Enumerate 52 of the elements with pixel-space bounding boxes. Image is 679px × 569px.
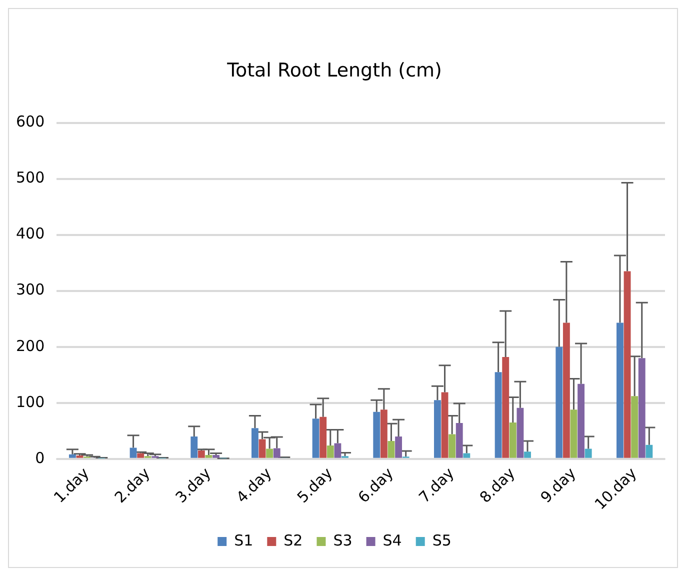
bar [448, 434, 456, 458]
bar [509, 422, 516, 458]
legend-label: S5 [432, 531, 452, 550]
bar [584, 448, 592, 458]
bar [320, 416, 327, 458]
bar [494, 372, 502, 458]
bar [205, 454, 212, 458]
bar [456, 423, 463, 458]
bar [266, 448, 274, 458]
bar [524, 452, 531, 458]
bar [434, 400, 441, 458]
y-tick-label: 400 [16, 224, 45, 243]
bar [562, 322, 570, 458]
legend-label: S1 [234, 531, 254, 550]
bar [395, 436, 402, 458]
bar [258, 439, 266, 458]
bar [463, 453, 470, 458]
legend-label: S2 [284, 531, 303, 550]
y-tick-label: 600 [16, 112, 45, 131]
bar [502, 356, 510, 458]
bar [578, 384, 585, 458]
bar [570, 410, 578, 458]
bar [212, 454, 220, 458]
y-tick-label: 100 [16, 392, 45, 411]
bar [273, 448, 280, 458]
bar [638, 358, 646, 458]
bar [334, 443, 342, 458]
bar [326, 445, 334, 458]
y-tick-label: 500 [16, 168, 45, 187]
bar [312, 418, 320, 458]
bar [646, 444, 653, 458]
bar [251, 428, 258, 458]
bar [516, 408, 524, 458]
legend-label: S4 [382, 531, 402, 550]
y-tick-label: 300 [16, 280, 45, 299]
bar [68, 454, 76, 458]
bar [380, 410, 388, 458]
bar [130, 448, 137, 458]
y-tick-label: 0 [35, 448, 45, 467]
bar [616, 322, 624, 458]
bar [198, 450, 205, 458]
bar [624, 271, 631, 458]
bar [190, 436, 198, 458]
legend-label: S3 [333, 531, 352, 550]
bar [556, 346, 563, 458]
chart-title: Total Root Length (cm) [226, 59, 442, 82]
bar [388, 440, 395, 458]
bar [373, 412, 380, 458]
bar [441, 392, 448, 458]
y-tick-label: 200 [16, 336, 45, 355]
bar [137, 453, 144, 458]
bar [631, 396, 638, 458]
